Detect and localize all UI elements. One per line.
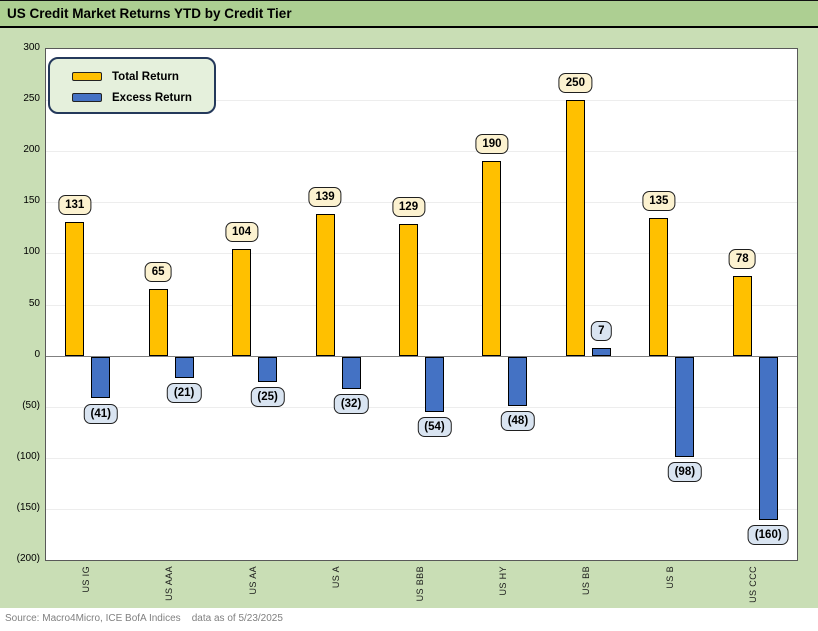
bar-total-return [148,289,168,356]
bar-total-return [232,249,252,356]
x-axis-category-label: US BBB [414,566,425,602]
bar-value-label: (160) [747,525,789,546]
y-axis-tick: 250 [23,93,40,105]
total-return-swatch-icon [72,72,102,81]
bar-value-label: (54) [417,416,452,437]
gridline [46,151,797,153]
bar-value-label: 250 [558,73,592,94]
x-axis-category-label: US AA [247,566,258,595]
y-axis-tick: 200 [23,144,40,156]
bar-value-label: (25) [250,387,285,408]
legend: Total Return Excess Return [48,57,216,114]
bar-excess-return [174,356,194,379]
gridline [46,100,797,102]
bar-value-label: 129 [391,196,426,217]
gridline [46,457,797,459]
y-axis-tick: 50 [28,297,40,309]
zero-axis-line [46,355,797,357]
y-axis-tick: (150) [16,501,40,513]
bar-excess-return [508,356,528,406]
excess-return-swatch-icon [72,93,102,102]
bar-value-label: (41) [83,403,118,424]
bar-value-label: (98) [667,461,703,482]
gridline [46,406,797,408]
legend-label-total-return: Total Return [112,70,179,83]
bar-value-label: 7 [591,321,612,342]
y-axis-tick: (50) [22,399,40,411]
x-axis-category-label: US B [664,566,675,589]
y-axis-tick: 300 [23,42,40,53]
bar-total-return [315,213,335,356]
bar-total-return [482,161,502,356]
chart-area: Total Return Excess Return 131 (41) 65 (21)… [0,28,818,608]
bar-value-label: (32) [333,394,369,415]
x-axis-category-label: US CCC [748,566,759,603]
bar-total-return [649,217,669,356]
bar-value-label: 135 [642,190,676,211]
gridline [46,304,797,306]
gridline [46,508,797,510]
bar-total-return [65,221,85,356]
bar-value-label: 78 [728,248,756,269]
y-axis-tick: 0 [34,348,40,360]
bar-value-label: (48) [500,410,536,431]
x-axis-category-label: US IG [80,566,91,593]
bar-excess-return [258,356,278,383]
bar-value-label: (21) [166,383,202,404]
bar-value-label: 131 [58,194,92,215]
bar-value-label: 65 [144,262,172,283]
bar-total-return [565,100,585,356]
y-axis-tick: 150 [23,195,40,207]
y-axis-tick: (200) [16,553,40,564]
legend-item-excess-return: Excess Return [72,89,214,106]
bar-excess-return [91,356,111,399]
legend-label-excess-return: Excess Return [112,91,192,104]
bar-excess-return [591,348,611,356]
source-note: Source: Macro4Micro, ICE BofA Indices da… [0,608,818,631]
x-axis-category-label: US AAA [164,566,175,601]
bar-value-label: 139 [308,186,342,207]
bar-excess-return [758,356,778,521]
plot-area: Total Return Excess Return 131 (41) 65 (21)… [45,48,798,561]
x-axis-category-label: US A [331,566,342,589]
bar-value-label: 190 [475,134,509,155]
bar-excess-return [675,356,695,457]
bar-excess-return [341,356,361,390]
bar-total-return [732,275,752,356]
bar-excess-return [425,356,444,412]
x-axis-category-label: US HY [497,566,508,596]
legend-item-total-return: Total Return [72,68,214,85]
y-axis-tick: 100 [23,246,40,258]
bar-total-return [399,223,418,356]
bar-value-label: 104 [225,222,259,243]
gridline [46,253,797,255]
page-title: US Credit Market Returns YTD by Credit T… [0,1,818,28]
y-axis-tick: (100) [16,450,40,462]
x-axis-category-label: US BB [581,566,592,596]
